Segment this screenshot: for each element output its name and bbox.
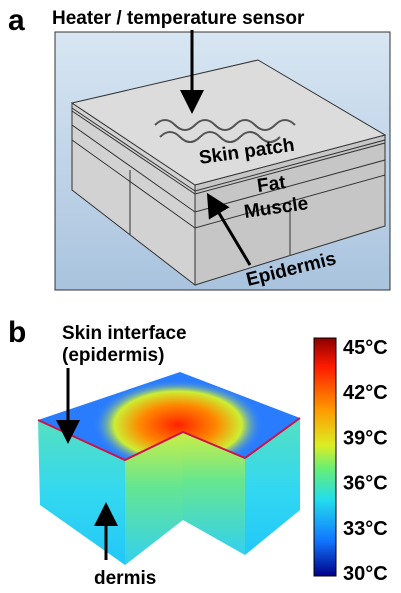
- annotation: (epidermis): [62, 345, 164, 366]
- colorbar-label: 30°C: [343, 563, 388, 585]
- figure: a Heater / temperature sensor Skin patch…: [0, 0, 401, 593]
- colorbar-label: 33°C: [343, 518, 388, 540]
- colorbar-label: 39°C: [343, 427, 388, 449]
- layer-label: Fat: [256, 172, 288, 197]
- annotation: Skin interface: [62, 323, 187, 344]
- colorbar-label: 45°C: [343, 337, 388, 359]
- colorbar-label: 42°C: [343, 382, 388, 404]
- region-label: dermis: [94, 568, 156, 589]
- panel-title: Heater / temperature sensor: [52, 8, 305, 29]
- panel-label: b: [8, 316, 26, 349]
- colorbar-label: 36°C: [343, 473, 388, 495]
- panel-label: a: [8, 4, 25, 37]
- colorbar: [314, 338, 336, 576]
- colorbar-labels: 45°C 42°C 39°C 36°C 33°C 30°C: [343, 337, 388, 585]
